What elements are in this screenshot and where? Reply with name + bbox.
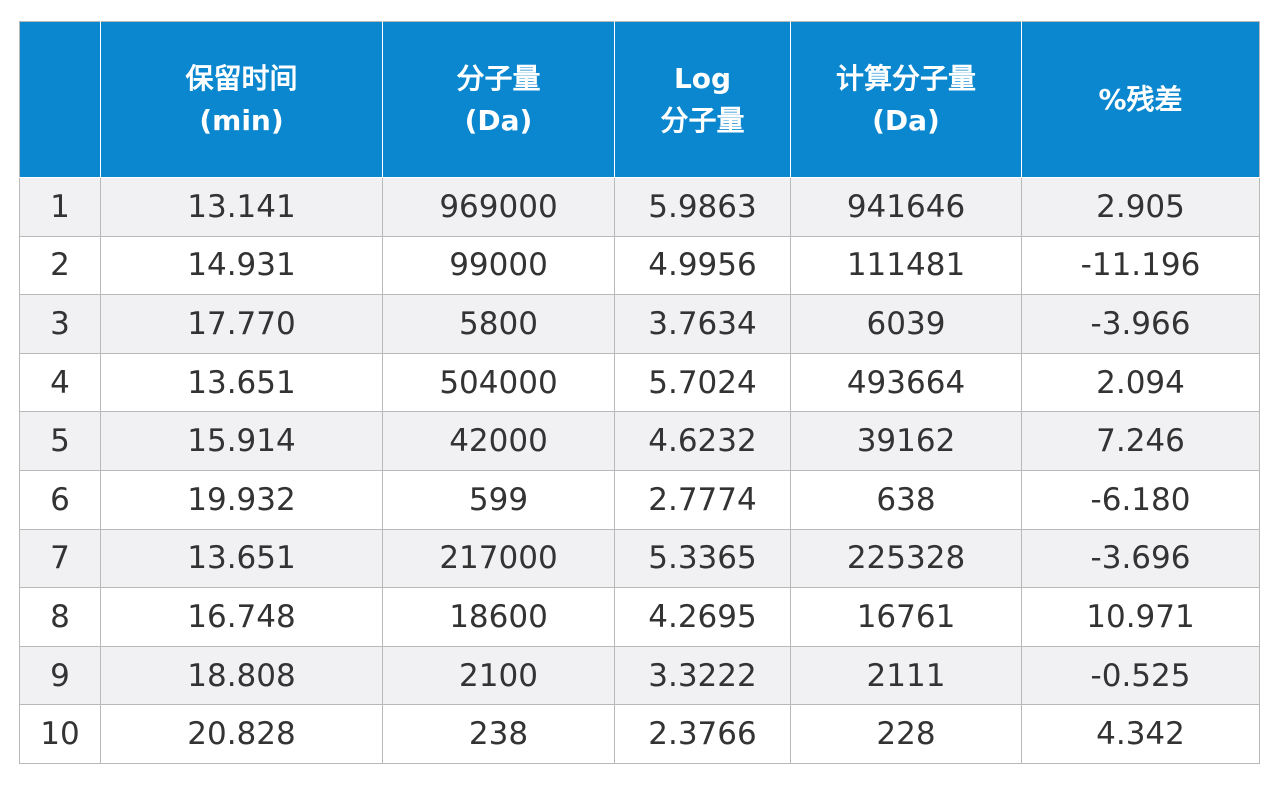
header-log-molecular-weight-line: 分子量 [660, 103, 745, 137]
cell-calculated-molecular-weight: 941646 [790, 177, 1022, 237]
header-molecular-weight-line: 分子量 [456, 61, 541, 95]
table-row: 3 17.770 5800 3.7634 6039 -3.966 [19, 294, 1260, 354]
table-row: 2 14.931 99000 4.9956 111481 -11.196 [19, 235, 1260, 296]
table-row: 8 16.748 18600 4.2695 16761 10.971 [19, 587, 1260, 647]
header-log-molecular-weight: Log 分子量 [614, 21, 791, 178]
cell-molecular-weight: 42000 [382, 411, 615, 471]
table-row: 10 20.828 238 2.3766 228 4.342 [19, 704, 1260, 764]
cell-log-molecular-weight: 4.6232 [614, 411, 791, 471]
cell-retention-time: 16.748 [100, 587, 383, 647]
cell-index: 8 [19, 587, 101, 647]
table-row: 7 13.651 217000 5.3365 225328 -3.696 [19, 528, 1260, 589]
cell-index: 9 [19, 645, 101, 706]
cell-molecular-weight: 2100 [382, 645, 615, 706]
cell-index: 2 [19, 235, 101, 296]
header-calculated-molecular-weight-line: 计算分子量 [835, 61, 976, 95]
header-index [19, 21, 101, 178]
cell-molecular-weight: 969000 [382, 177, 615, 237]
cell-log-molecular-weight: 4.2695 [614, 587, 791, 647]
cell-percent-residual: 7.246 [1021, 411, 1260, 471]
header-molecular-weight-line: (Da) [464, 103, 533, 137]
header-row: 保留时间 (min) 分子量 (Da) Log 分子量 计算分子量 (Da) %残差 [19, 21, 1260, 178]
cell-index: 4 [19, 352, 101, 413]
cell-calculated-molecular-weight: 493664 [790, 352, 1022, 413]
header-log-molecular-weight-line: Log [673, 61, 732, 95]
table-row: 6 19.932 599 2.7774 638 -6.180 [19, 469, 1260, 530]
cell-percent-residual: -3.696 [1021, 528, 1260, 589]
header-percent-residual: %残差 [1021, 21, 1260, 178]
cell-index: 6 [19, 469, 101, 530]
calibration-table: 保留时间 (min) 分子量 (Da) Log 分子量 计算分子量 (Da) %残差 1 13.1… [19, 21, 1260, 764]
table-header: 保留时间 (min) 分子量 (Da) Log 分子量 计算分子量 (Da) %残差 [19, 21, 1260, 178]
cell-percent-residual: -6.180 [1021, 469, 1260, 530]
cell-retention-time: 15.914 [100, 411, 383, 471]
header-calculated-molecular-weight: 计算分子量 (Da) [790, 21, 1022, 178]
cell-retention-time: 13.651 [100, 352, 383, 413]
cell-log-molecular-weight: 2.7774 [614, 469, 791, 530]
cell-molecular-weight: 504000 [382, 352, 615, 413]
header-retention-time-line: (min) [199, 103, 284, 137]
table-row: 9 18.808 2100 3.3222 2111 -0.525 [19, 645, 1260, 706]
header-molecular-weight: 分子量 (Da) [382, 21, 615, 178]
cell-retention-time: 13.651 [100, 528, 383, 589]
cell-percent-residual: -3.966 [1021, 294, 1260, 354]
cell-molecular-weight: 18600 [382, 587, 615, 647]
cell-calculated-molecular-weight: 6039 [790, 294, 1022, 354]
cell-log-molecular-weight: 5.3365 [614, 528, 791, 589]
table-row: 4 13.651 504000 5.7024 493664 2.094 [19, 352, 1260, 413]
cell-index: 7 [19, 528, 101, 589]
cell-index: 1 [19, 177, 101, 237]
table-body: 1 13.141 969000 5.9863 941646 2.905 2 14.931 990… [19, 177, 1260, 764]
header-percent-residual-line: %残差 [1098, 82, 1183, 116]
cell-molecular-weight: 599 [382, 469, 615, 530]
cell-retention-time: 14.931 [100, 235, 383, 296]
cell-molecular-weight: 217000 [382, 528, 615, 589]
table-row: 1 13.141 969000 5.9863 941646 2.905 [19, 177, 1260, 237]
header-retention-time: 保留时间 (min) [100, 21, 383, 178]
cell-calculated-molecular-weight: 16761 [790, 587, 1022, 647]
table-row: 5 15.914 42000 4.6232 39162 7.246 [19, 411, 1260, 471]
cell-index: 5 [19, 411, 101, 471]
cell-percent-residual: 4.342 [1021, 704, 1260, 764]
cell-molecular-weight: 238 [382, 704, 615, 764]
cell-index: 10 [19, 704, 101, 764]
cell-percent-residual: -0.525 [1021, 645, 1260, 706]
cell-log-molecular-weight: 3.7634 [614, 294, 791, 354]
cell-percent-residual: 2.905 [1021, 177, 1260, 237]
cell-calculated-molecular-weight: 2111 [790, 645, 1022, 706]
cell-retention-time: 13.141 [100, 177, 383, 237]
cell-calculated-molecular-weight: 111481 [790, 235, 1022, 296]
cell-log-molecular-weight: 5.9863 [614, 177, 791, 237]
cell-log-molecular-weight: 2.3766 [614, 704, 791, 764]
cell-percent-residual: 2.094 [1021, 352, 1260, 413]
cell-calculated-molecular-weight: 225328 [790, 528, 1022, 589]
cell-calculated-molecular-weight: 39162 [790, 411, 1022, 471]
cell-retention-time: 20.828 [100, 704, 383, 764]
cell-calculated-molecular-weight: 638 [790, 469, 1022, 530]
cell-log-molecular-weight: 3.3222 [614, 645, 791, 706]
cell-log-molecular-weight: 5.7024 [614, 352, 791, 413]
cell-retention-time: 19.932 [100, 469, 383, 530]
cell-percent-residual: -11.196 [1021, 235, 1260, 296]
cell-retention-time: 18.808 [100, 645, 383, 706]
cell-index: 3 [19, 294, 101, 354]
cell-molecular-weight: 5800 [382, 294, 615, 354]
header-calculated-molecular-weight-line: (Da) [872, 103, 940, 137]
cell-calculated-molecular-weight: 228 [790, 704, 1022, 764]
header-retention-time-line: 保留时间 [185, 61, 298, 95]
cell-log-molecular-weight: 4.9956 [614, 235, 791, 296]
cell-percent-residual: 10.971 [1021, 587, 1260, 647]
cell-molecular-weight: 99000 [382, 235, 615, 296]
cell-retention-time: 17.770 [100, 294, 383, 354]
